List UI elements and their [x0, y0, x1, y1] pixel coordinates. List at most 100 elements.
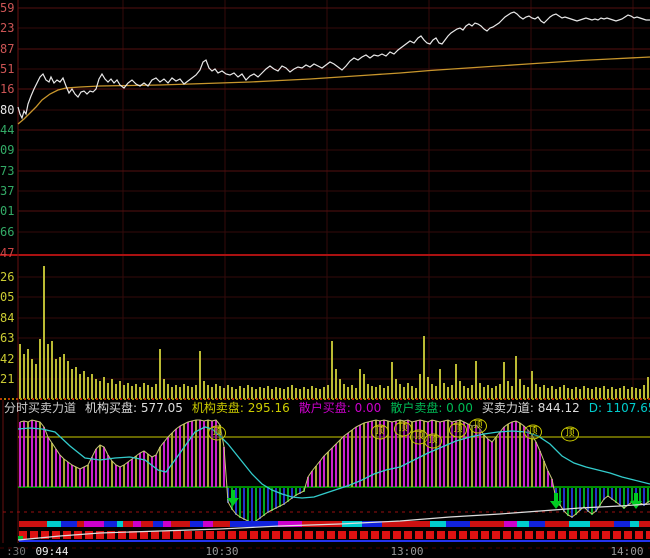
force-bar-up — [407, 420, 409, 487]
force-bar-up — [119, 467, 121, 487]
volume-bar — [395, 379, 397, 399]
volume-bar — [295, 388, 297, 399]
force-bar-up — [127, 462, 129, 487]
red-dash-strip — [470, 531, 478, 539]
force-bar-down — [595, 488, 597, 512]
force-bar-down — [295, 488, 297, 496]
force-bar-up — [131, 459, 133, 487]
force-bar-down — [579, 488, 581, 511]
volume-bar — [383, 388, 385, 399]
time-axis-label: 10:30 — [205, 545, 239, 558]
force-bar-down — [575, 488, 577, 515]
red-dash-strip — [272, 531, 280, 539]
red-dash-strip — [481, 531, 489, 539]
force-bar-up — [351, 430, 353, 487]
signal-strip-segment — [47, 521, 61, 527]
volume-bar — [331, 341, 333, 399]
price-axis-label: 66 — [0, 225, 15, 239]
price-axis-label: 16 — [0, 82, 15, 96]
down-arrow-icon — [550, 493, 562, 509]
volume-bar — [411, 386, 413, 399]
force-bar-up — [355, 427, 357, 487]
red-dash-strip — [448, 531, 456, 539]
volume-bar — [39, 339, 41, 399]
volume-bar — [479, 383, 481, 399]
volume-bar — [523, 385, 525, 399]
red-dash-strip — [514, 531, 522, 539]
signal-strip-segment — [104, 521, 117, 527]
force-bar-up — [199, 420, 201, 487]
signal-strip-segment — [470, 521, 504, 527]
force-bar-down — [571, 488, 573, 518]
force-bar-up — [75, 467, 77, 487]
volume-bar — [579, 389, 581, 399]
legend-field: 买卖力道: 844.12 — [481, 401, 580, 415]
red-dash-strip — [118, 531, 126, 539]
signal-strip-segment — [171, 521, 190, 527]
red-dash-strip — [327, 531, 335, 539]
volume-bar — [163, 379, 165, 399]
volume-bar — [403, 387, 405, 399]
red-dash-strip — [228, 531, 236, 539]
top-signal-marker: 顶 — [208, 425, 226, 441]
force-bar-up — [187, 422, 189, 487]
force-bar-down — [255, 488, 257, 522]
force-bar-down — [271, 488, 273, 511]
volume-bar — [619, 388, 621, 399]
volume-bar — [271, 389, 273, 399]
force-bar-up — [439, 422, 441, 487]
force-bar-up — [39, 422, 41, 487]
volume-bar — [511, 386, 513, 399]
force-bar-down — [247, 488, 249, 522]
volume-bar — [303, 387, 305, 399]
force-bar-up — [319, 461, 321, 487]
force-bar-up — [307, 477, 309, 487]
legend-field: 分时买卖力道 — [4, 401, 77, 415]
volume-bar — [343, 384, 345, 399]
volume-bar — [27, 349, 29, 399]
force-bar-up — [451, 422, 453, 487]
force-bar-up — [115, 465, 117, 487]
signal-strip-segment — [77, 521, 84, 527]
volume-bar — [611, 387, 613, 399]
volume-bar — [347, 387, 349, 399]
top-signal-marker: 顶 — [469, 418, 487, 434]
force-bar-up — [507, 424, 509, 487]
force-bar-up — [515, 421, 517, 487]
volume-axis-label: 84 — [0, 311, 15, 325]
red-dash-strip — [349, 531, 357, 539]
volume-bar — [279, 388, 281, 399]
force-bar-up — [151, 457, 153, 487]
red-dash-strip — [646, 531, 650, 539]
signal-strip-segment — [213, 521, 230, 527]
red-dash-strip — [558, 531, 566, 539]
force-bar-up — [35, 421, 37, 487]
force-bar-up — [339, 440, 341, 487]
volume-bar — [71, 369, 73, 399]
volume-bar — [135, 384, 137, 399]
force-bar-up — [415, 421, 417, 487]
red-dash-strip — [404, 531, 412, 539]
volume-bar — [539, 387, 541, 399]
volume-bar — [59, 357, 61, 399]
price-axis-label: 09 — [0, 143, 15, 157]
force-bar-up — [551, 479, 553, 487]
legend-field: 机构卖盘: 295.16 — [191, 401, 290, 415]
volume-bar — [439, 369, 441, 399]
force-bar-up — [219, 425, 221, 487]
volume-bar — [151, 387, 153, 399]
force-bar-up — [91, 457, 93, 487]
signal-strip-segment — [362, 521, 382, 527]
red-dash-strip — [151, 531, 159, 539]
force-bar-up — [191, 421, 193, 487]
force-bar-up — [103, 447, 105, 487]
force-bar-up — [95, 449, 97, 487]
volume-bar — [47, 344, 49, 399]
force-bar-down — [259, 488, 261, 519]
signal-strip-segment — [61, 521, 77, 527]
red-dash-strip — [426, 531, 434, 539]
volume-bar — [195, 385, 197, 399]
force-bar-up — [359, 425, 361, 487]
force-bar-up — [335, 444, 337, 487]
